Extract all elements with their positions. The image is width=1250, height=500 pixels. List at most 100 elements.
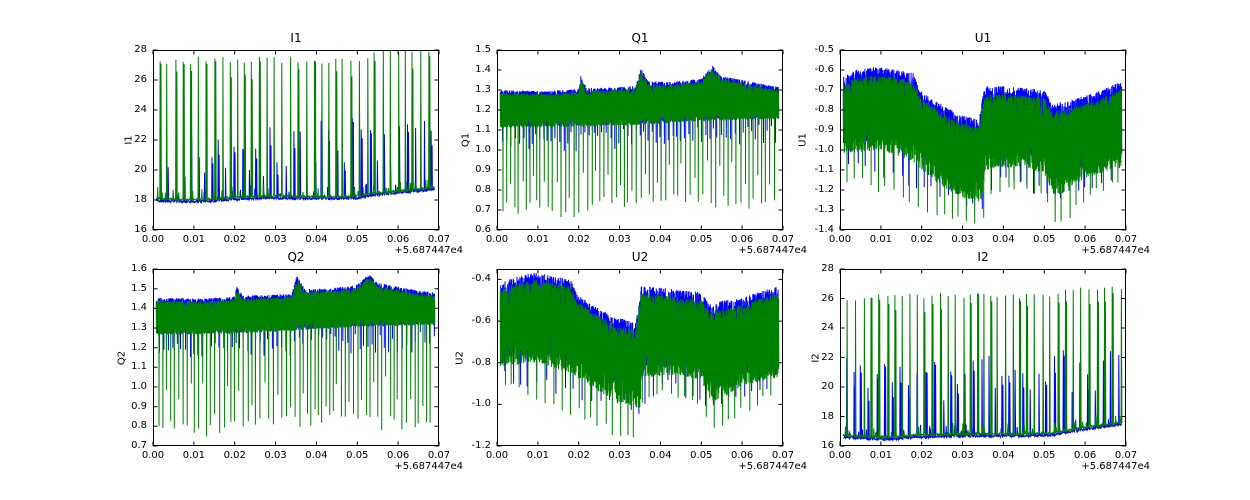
x-axis-offset-label: +5.687447e4 [394,461,463,472]
y-tick-label: -1.2 [814,184,834,195]
x-tick-label: 0.04 [992,234,1015,245]
series-line-green [499,279,780,438]
y-tick-label: 0.7 [475,204,491,215]
x-tick-label: 0.05 [1033,234,1056,245]
y-tick-label: 1.4 [131,302,147,314]
y-tick-label: -1.0 [471,398,491,410]
x-tick-label: 0.05 [346,234,369,245]
x-tick-label: 0.02 [567,234,590,245]
x-tick-label: 0.00 [828,234,852,245]
y-tick-label: 20 [821,381,834,392]
y-axis-label: I2 [810,352,822,363]
y-tick-label: 0.7 [131,440,147,451]
y-axis-label: I1 [123,135,135,145]
subplot-q2: Q2 Q2 +5.687447e4 0.00 0.01 0.02 0.03 0.04 0.… [117,250,464,472]
x-axis-offset-label: +5.687447e4 [738,245,807,256]
plot-area [152,268,440,447]
x-tick-label: 0.04 [305,234,328,245]
x-tick-label: 0.06 [1074,450,1097,461]
plot-area [152,49,440,231]
y-axis-label: Q2 [116,350,128,365]
y-tick-label: 0.8 [475,184,491,195]
x-tick-label: 0.04 [649,234,672,245]
axis-ticks [152,49,440,231]
x-axis-offset-label: +5.687447e4 [1081,461,1150,472]
subplot-q1: Q1 Q1 +5.687447e4 0.00 0.01 0.02 0.03 0.04 0.… [461,31,808,256]
x-tick-label: 0.06 [387,234,410,245]
axis-frame [497,50,783,230]
plot-area [839,268,1127,447]
subplot-title: U2 [631,250,649,264]
x-tick-label: 0.01 [869,450,892,461]
x-tick-label: 0.02 [223,234,246,245]
x-tick-label: 0.06 [387,450,410,461]
subplot-title: Q2 [287,250,305,264]
y-tick-label: 26 [821,292,834,304]
y-tick-label: -1.2 [471,440,491,451]
y-tick-label: 0.9 [131,400,147,412]
x-tick-label: 0.06 [1074,234,1097,245]
y-tick-label: -1.4 [814,224,834,235]
axis-frame [153,269,439,446]
x-tick-label: 0.01 [869,234,892,245]
y-tick-label: 1.6 [131,263,147,274]
y-tick-label: 0.6 [475,224,491,235]
subplot-i2: I2 I2 +5.687447e4 0.00 0.01 0.02 0.03 0.04 0.… [811,250,1151,472]
axis-frame [840,269,1126,446]
x-tick-label: 0.00 [485,234,509,245]
series-line-green [155,278,436,437]
x-tick-label: 0.02 [223,450,246,461]
x-tick-label: 0.03 [951,234,974,245]
series-line-green [842,286,1123,440]
x-tick-label: 0.03 [264,450,287,461]
y-tick-label: 26 [134,74,147,85]
subplot-title: I2 [977,250,989,264]
y-tick-label: 20 [134,164,147,175]
y-tick-label: 28 [821,263,834,274]
y-tick-label: 24 [134,104,147,115]
y-tick-label: 28 [134,44,147,55]
y-tick-label: -0.8 [814,104,834,115]
y-tick-label: 1.3 [475,84,491,95]
y-tick-label: 22 [821,351,834,363]
y-tick-label: 0.9 [475,164,491,175]
x-tick-label: 0.05 [1033,450,1056,461]
y-tick-label: -0.8 [471,356,491,368]
x-tick-label: 0.07 [427,450,451,461]
x-tick-label: 0.01 [526,450,549,461]
x-axis-offset-label: +5.687447e4 [1081,245,1150,256]
x-tick-label: 0.01 [182,234,205,245]
y-tick-label: 1.4 [475,64,491,75]
y-tick-label: -1.1 [814,164,834,175]
x-axis-offset-label: +5.687447e4 [738,461,807,472]
subplot-u1: U1 U1 +5.687447e4 0.00 0.01 0.02 0.03 0.04 0.… [798,31,1151,256]
y-tick-label: 16 [134,224,147,235]
x-tick-label: 0.00 [141,234,165,245]
x-tick-label: 0.06 [731,234,754,245]
y-tick-label: 1.0 [131,381,147,392]
x-axis-offset-label: +5.687447e4 [394,245,463,256]
x-tick-label: 0.01 [526,234,549,245]
x-tick-label: 0.02 [910,234,933,245]
y-tick-label: 1.0 [475,144,491,155]
y-tick-label: 0.8 [131,420,147,432]
subplot-u2: U2 U2 +5.687447e4 0.00 0.01 0.02 0.03 0.04 0.… [455,250,808,472]
x-tick-label: 0.07 [771,450,795,461]
x-tick-label: 0.07 [771,234,795,245]
y-tick-label: -1.3 [814,204,834,215]
y-tick-label: 1.1 [131,361,147,373]
axis-ticks [839,268,1127,447]
y-axis-label: U1 [797,133,809,147]
y-tick-label: 1.3 [131,322,147,333]
y-tick-label: 18 [134,194,147,205]
y-tick-label: 1.2 [131,341,147,353]
x-tick-label: 0.02 [567,450,590,461]
y-tick-label: 22 [134,134,147,145]
axis-frame [153,50,439,230]
subplot-title: U1 [974,31,992,45]
subplot-title: Q1 [631,31,649,45]
x-tick-label: 0.01 [182,450,205,461]
y-tick-label: -0.6 [471,315,491,327]
x-tick-label: 0.02 [910,450,933,461]
